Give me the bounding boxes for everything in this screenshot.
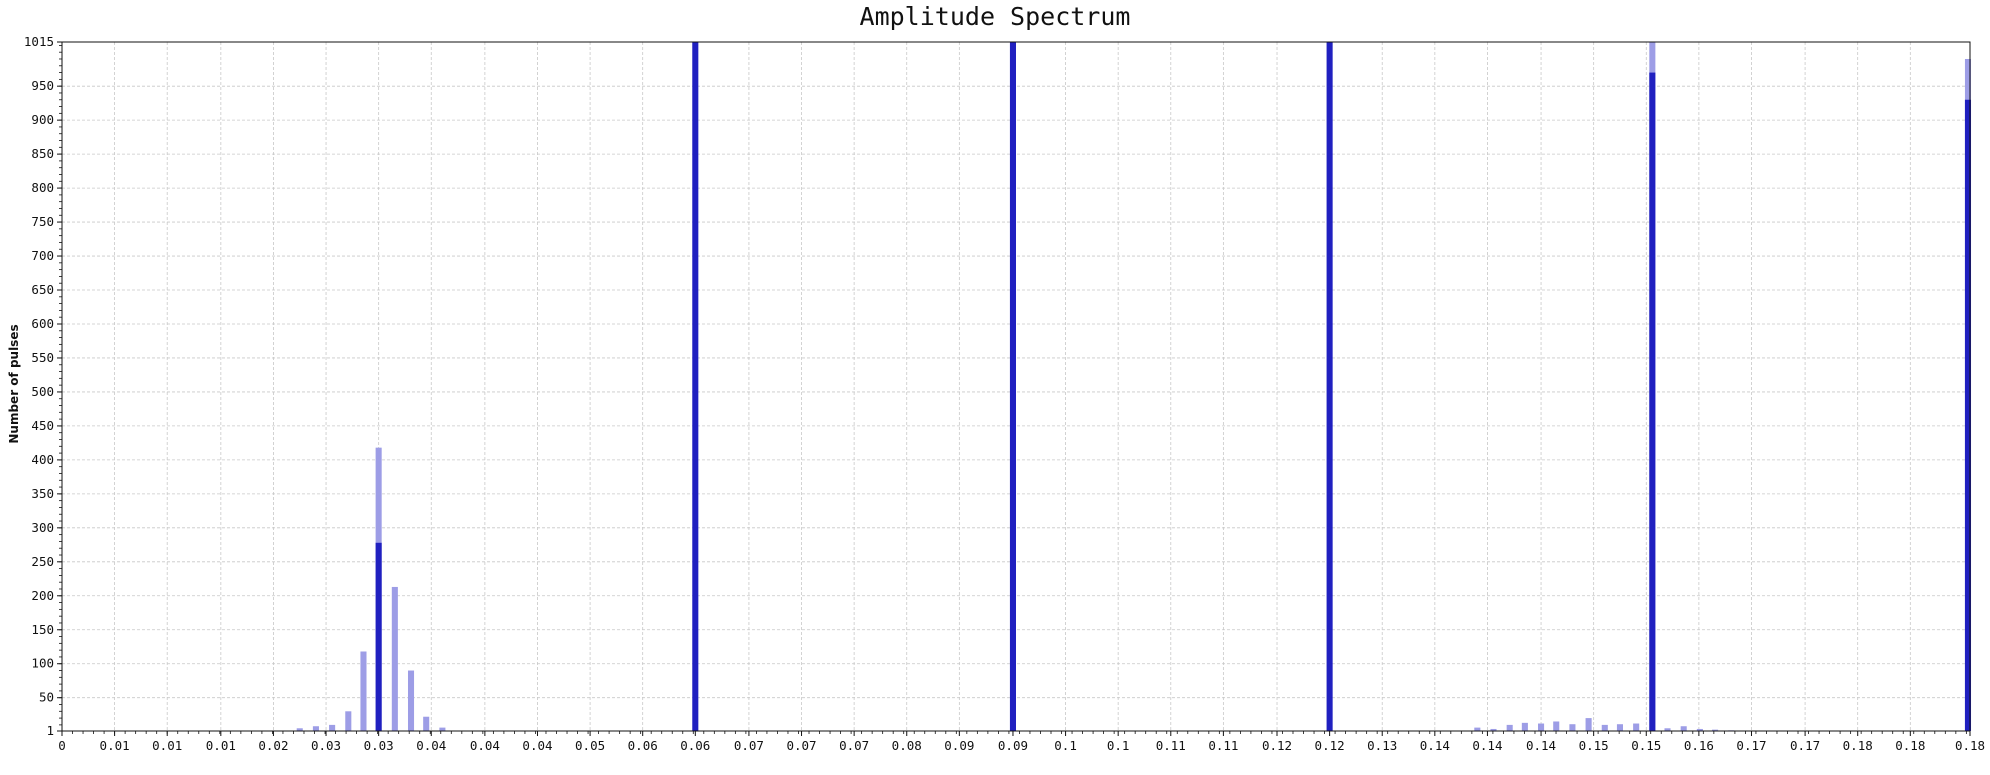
histogram-bar (329, 724, 336, 731)
x-tick-label: 0.18 (1895, 738, 1925, 753)
y-tick-label: 500 (31, 384, 54, 399)
y-tick-label: 1 (46, 723, 54, 738)
x-tick-label: 0.17 (1790, 738, 1820, 753)
histogram-bar (296, 728, 303, 731)
x-tick-label: 0.06 (628, 738, 658, 753)
x-tick-label: 0.06 (680, 738, 710, 753)
y-tick-label: 200 (31, 588, 54, 603)
y-tick-label: 400 (31, 452, 54, 467)
histogram-bar (1664, 728, 1671, 731)
histogram-bar (1585, 718, 1592, 731)
x-tick-label: 0.18 (1955, 738, 1985, 753)
x-tick-label: 0.12 (1262, 738, 1292, 753)
histogram-bar (360, 651, 367, 731)
x-tick-label: 0.08 (892, 738, 922, 753)
x-tick-label: 0.02 (258, 738, 288, 753)
x-tick-label: 0.15 (1579, 738, 1609, 753)
peak-bar (692, 42, 699, 731)
histogram-bar (1569, 724, 1576, 731)
histogram-bar (1633, 723, 1640, 731)
x-tick-label: 0.16 (1684, 738, 1714, 753)
plot-frame (61, 41, 1971, 732)
chart-title: Amplitude Spectrum (859, 2, 1131, 31)
y-tick-label: 900 (31, 112, 54, 127)
x-tick-label: 0.15 (1631, 738, 1661, 753)
x-tick-label: 0.13 (1367, 738, 1397, 753)
x-tick-label: 0.01 (100, 738, 130, 753)
x-tick-label: 0.14 (1472, 738, 1502, 753)
histogram-bar (1490, 728, 1497, 731)
x-tick-label: 0.1 (1107, 738, 1130, 753)
x-tick-label: 0.1 (1054, 738, 1077, 753)
x-tick-label: 0.05 (575, 738, 605, 753)
peak-bar (1009, 42, 1016, 731)
y-axis-ticks: 1501001502002503003504004505005506006507… (24, 34, 62, 738)
x-tick-label: 0.07 (839, 738, 869, 753)
x-tick-label: 0.12 (1315, 738, 1345, 753)
x-tick-label: 0.07 (734, 738, 764, 753)
histogram-bar (1680, 726, 1687, 731)
histogram-bar (1553, 721, 1560, 731)
histogram-bar (1474, 727, 1481, 731)
y-tick-label: 350 (31, 486, 54, 501)
x-tick-label: 0.01 (152, 738, 182, 753)
y-tick-label: 750 (31, 214, 54, 229)
x-tick-label: 0.18 (1843, 738, 1873, 753)
histogram-bar (1712, 729, 1719, 731)
peak-bar (375, 542, 382, 731)
histogram-bar (407, 670, 415, 731)
x-tick-label: 0.17 (1736, 738, 1766, 753)
histogram-bar (439, 727, 446, 731)
histogram-bar (1601, 724, 1608, 731)
x-tick-label: 0.09 (998, 738, 1028, 753)
x-tick-label: 0.11 (1156, 738, 1186, 753)
x-tick-label: 0.04 (470, 738, 500, 753)
histogram-bar (391, 586, 398, 731)
x-tick-label: 0.04 (522, 738, 552, 753)
peak-bar (1649, 72, 1656, 732)
y-tick-label: 650 (31, 282, 54, 297)
y-tick-label: 450 (31, 418, 54, 433)
y-tick-label: 150 (31, 622, 54, 637)
histogram-bar (1696, 728, 1703, 731)
x-axis-ticks: 0 0.01 0.01 0.01 0.02 0.03 0.03 0.04 0.04 0.04 0.0… (58, 731, 1985, 753)
y-tick-label: 250 (31, 554, 54, 569)
x-tick-label: 0.14 (1526, 738, 1556, 753)
x-tick-label: 0.11 (1208, 738, 1238, 753)
y-tick-label: 100 (31, 656, 54, 671)
histogram-bar (1521, 722, 1528, 731)
bars (296, 42, 1972, 732)
y-tick-label: 550 (31, 350, 54, 365)
x-tick-label: 0.03 (364, 738, 394, 753)
x-tick-label: 0.09 (944, 738, 974, 753)
y-tick-label: 950 (31, 78, 54, 93)
histogram-bar (1616, 724, 1623, 731)
x-tick-label: 0.07 (786, 738, 816, 753)
axes (61, 41, 1971, 732)
x-tick-label: 0.14 (1420, 738, 1450, 753)
histogram-bar (345, 711, 352, 731)
x-tick-label: 0 (58, 738, 66, 753)
y-tick-label: 300 (31, 520, 54, 535)
y-tick-label: 1015 (24, 34, 54, 49)
histogram-bar (1506, 724, 1513, 731)
x-tick-label: 0.01 (206, 738, 236, 753)
y-tick-label: 600 (31, 316, 54, 331)
y-tick-label: 850 (31, 146, 54, 161)
histogram-bar (423, 716, 430, 731)
peak-bar (1326, 42, 1333, 731)
histogram-bar (312, 726, 319, 731)
y-tick-label: 50 (39, 690, 54, 705)
x-tick-label: 0.04 (416, 738, 446, 753)
peak-bar (1964, 99, 1972, 731)
histogram-bar (1538, 723, 1545, 731)
y-tick-label: 800 (31, 180, 54, 195)
x-tick-label: 0.03 (311, 738, 341, 753)
y-tick-label: 700 (31, 248, 54, 263)
